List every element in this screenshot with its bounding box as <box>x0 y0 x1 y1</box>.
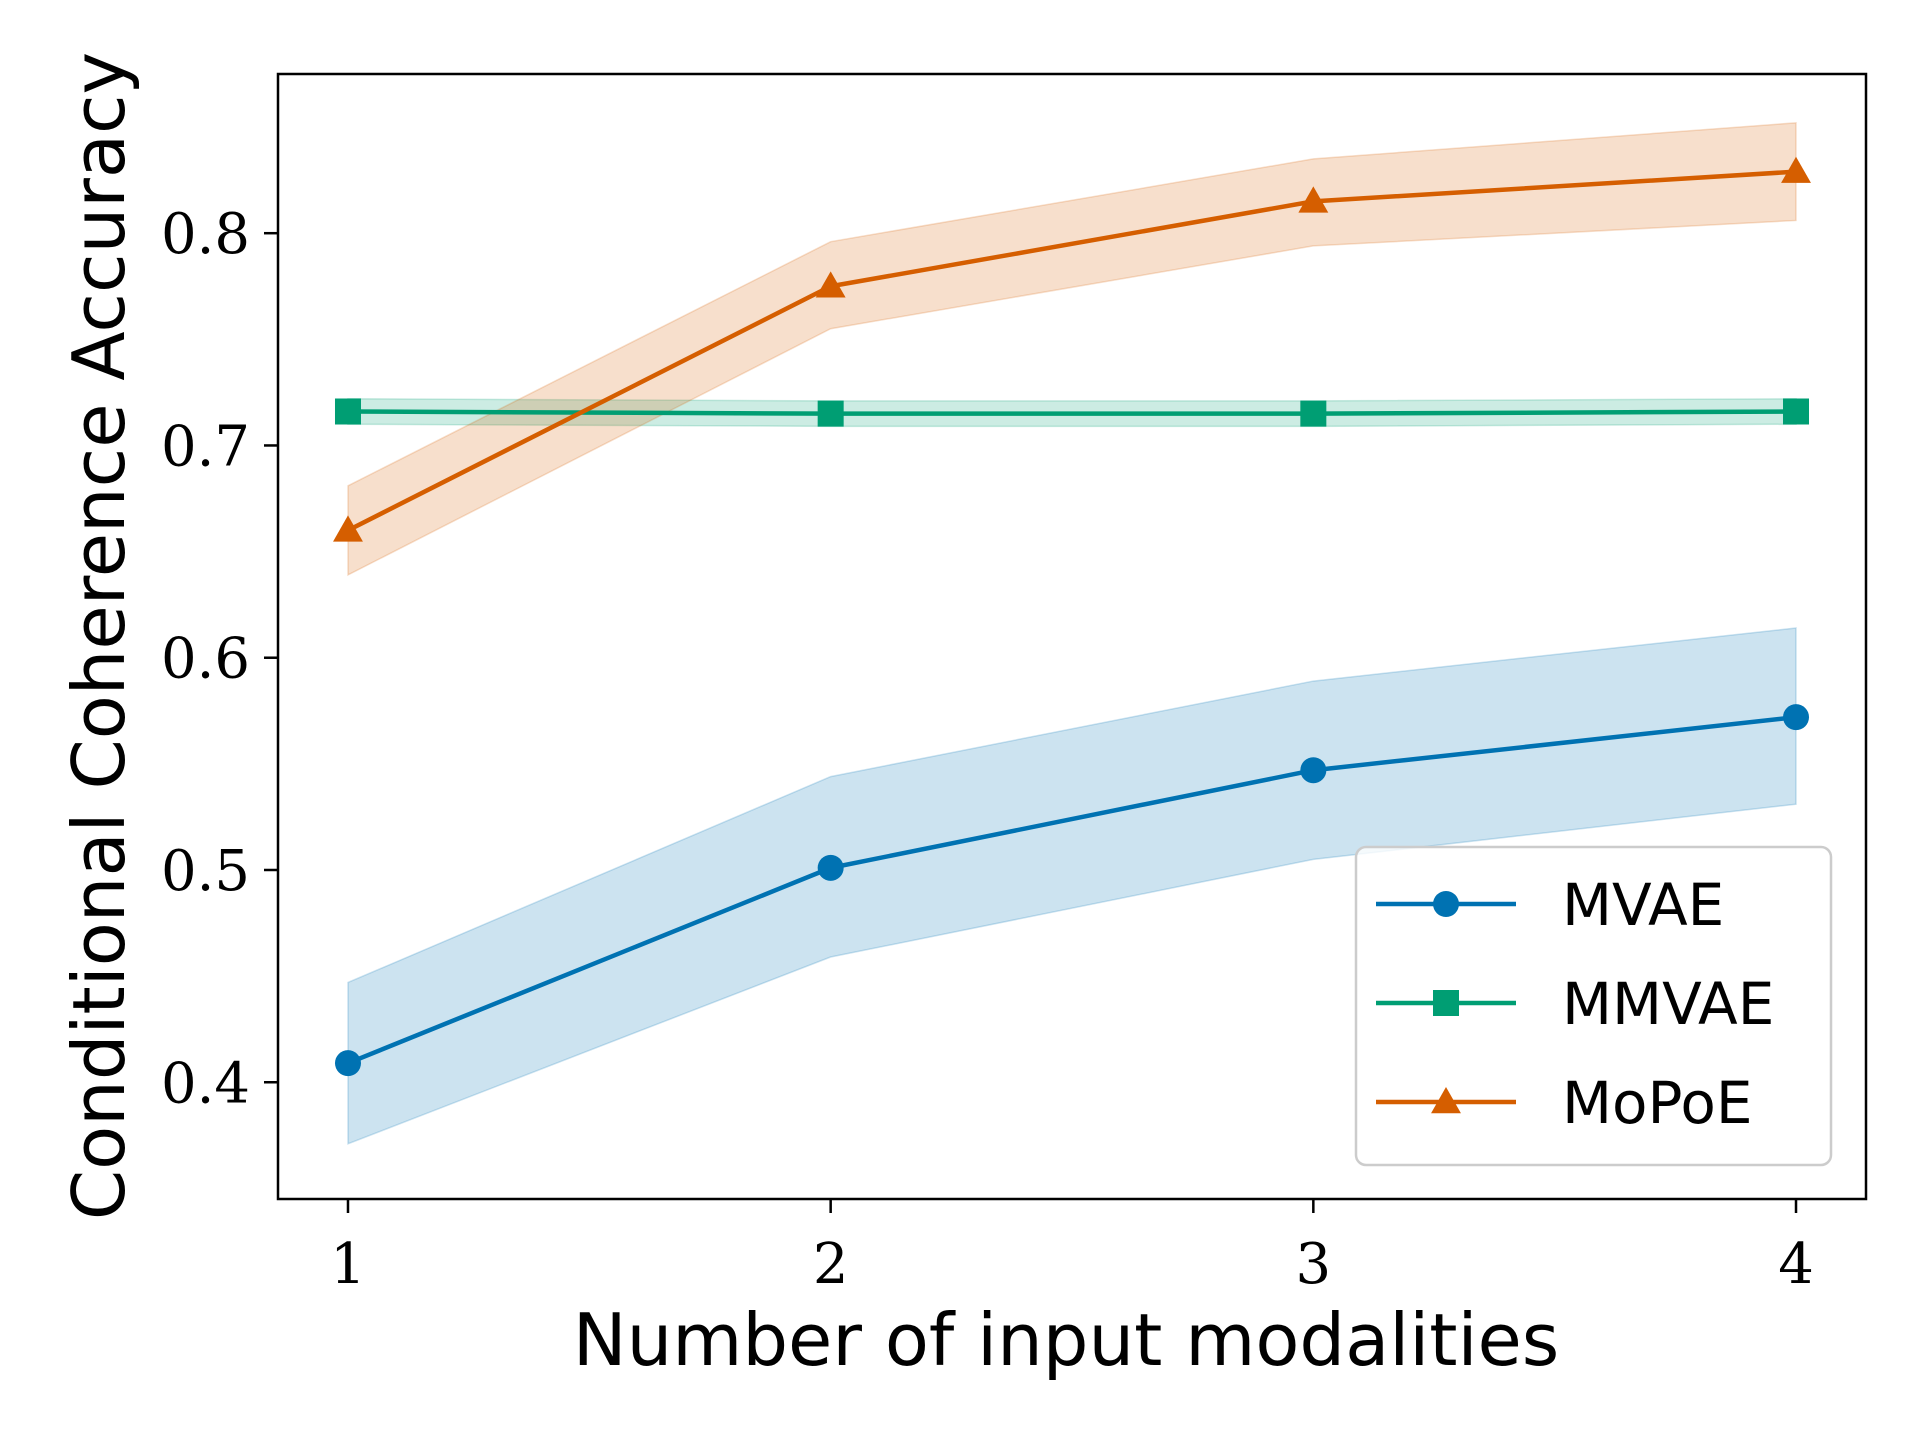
x-tick-label-4: 4 <box>1778 1232 1814 1297</box>
mmvae-line <box>347 409 1797 416</box>
mmvae-point-1 <box>334 398 361 425</box>
x-axis-label: Number of input modalities <box>573 1298 1560 1382</box>
mvae-point-2 <box>817 854 844 881</box>
mvae-point-3 <box>1300 757 1327 784</box>
mopoe-point-2 <box>815 271 846 298</box>
mvae-line <box>347 714 1797 1066</box>
legend-mopoe-label: MoPoE <box>1562 1069 1753 1137</box>
mopoe-point-3 <box>1298 186 1329 213</box>
mopoe-confidence-band <box>347 122 1797 577</box>
legend-mvae-label: MVAE <box>1562 871 1724 939</box>
x-axis-ticks: 1 2 3 4 <box>330 1199 1814 1297</box>
mopoe-point-4 <box>1781 156 1811 183</box>
mmvae-point-4 <box>1783 398 1810 425</box>
y-axis-ticks: 0.4 0.5 0.6 0.7 0.8 <box>161 202 278 1116</box>
series-lines <box>346 169 1797 1066</box>
x-tick-label-2: 2 <box>813 1232 849 1297</box>
x-tick-label-3: 3 <box>1296 1232 1332 1297</box>
series-markers <box>333 156 1811 1077</box>
y-tick-label-2: 0.5 <box>161 839 250 904</box>
mopoe-point-1 <box>333 515 363 542</box>
y-tick-label-4: 0.7 <box>161 414 250 479</box>
mopoe-line <box>346 169 1797 533</box>
legend-mmvae-marker <box>1433 990 1459 1016</box>
legend-mvae-marker <box>1433 891 1459 917</box>
y-tick-label-3: 0.6 <box>161 627 250 692</box>
plot-frame <box>276 72 1868 1201</box>
y-axis-label: Conditional Coherence Accuracy <box>57 52 141 1220</box>
y-tick-label-1: 0.4 <box>161 1051 250 1116</box>
mvae-point-1 <box>334 1050 361 1077</box>
x-tick-label-1: 1 <box>330 1232 366 1297</box>
y-tick-label-5: 0.8 <box>161 202 250 267</box>
mvae-point-4 <box>1783 704 1810 731</box>
legend-mmvae-label: MMVAE <box>1562 970 1774 1038</box>
mmvae-point-3 <box>1300 400 1327 427</box>
mmvae-point-2 <box>817 400 844 427</box>
legend-box <box>1354 845 1833 1167</box>
legend-mopoe-marker <box>1431 1087 1461 1114</box>
legend: MVAE MMVAE MoPoE <box>1354 845 1833 1167</box>
